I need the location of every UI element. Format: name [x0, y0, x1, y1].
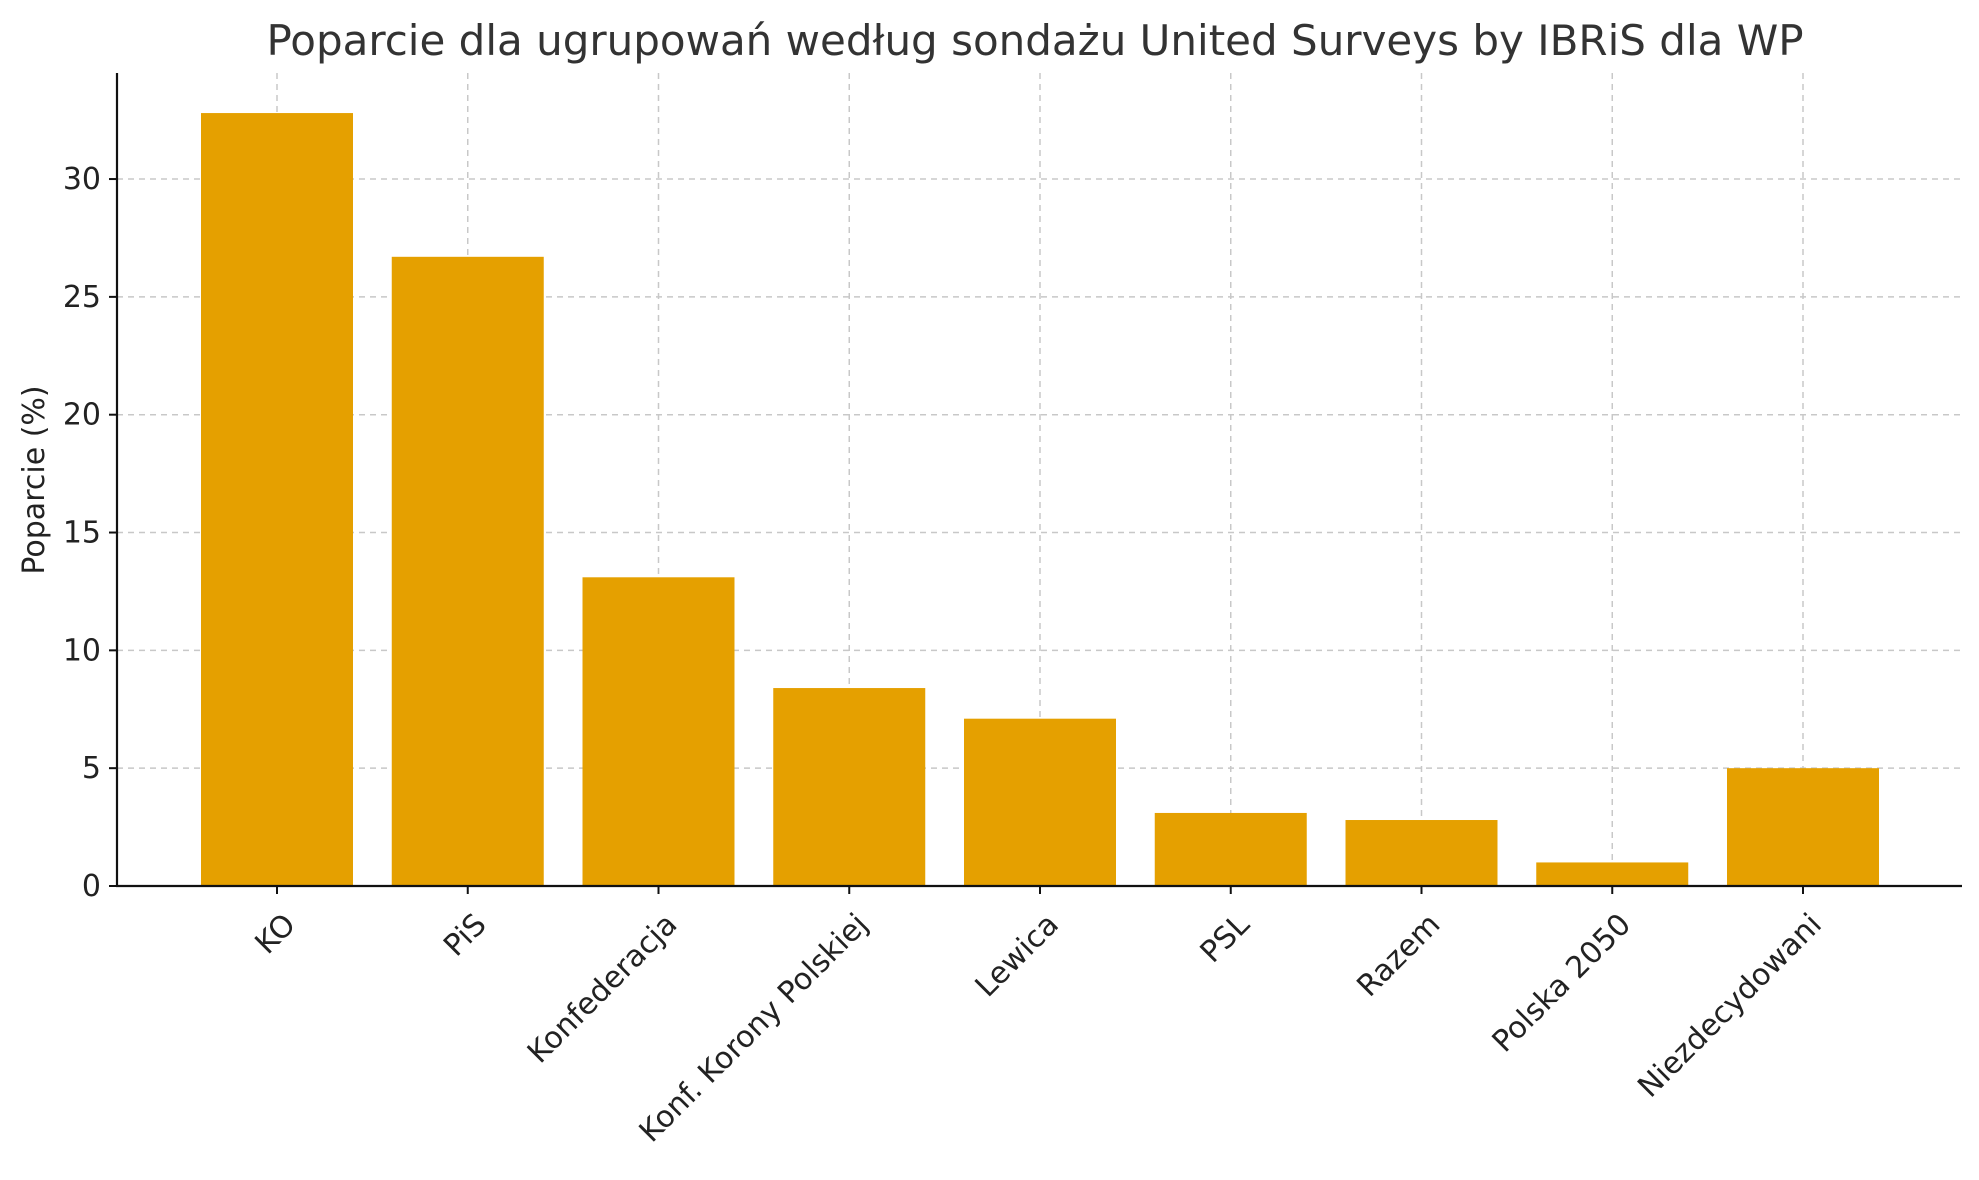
- bar-ko: [201, 113, 353, 887]
- bar-razem: [1345, 820, 1498, 886]
- bar-konfederacja: [582, 577, 735, 886]
- bar-pis: [391, 256, 544, 886]
- bar-niezdecydowani: [1727, 768, 1879, 886]
- x-tick-label: KO: [249, 907, 303, 961]
- y-tick-label: 15: [63, 516, 101, 551]
- y-tick-label: 5: [82, 751, 101, 786]
- x-tick-label: Razem: [1350, 907, 1447, 1004]
- bar-lewica: [964, 718, 1116, 886]
- x-tick-label: PSL: [1194, 907, 1257, 970]
- bars: [201, 113, 1879, 887]
- y-tick-label: 25: [63, 280, 101, 315]
- x-tick-label: Konfederacja: [521, 907, 684, 1070]
- bar-psl: [1154, 812, 1307, 886]
- y-axis-label: Poparcie (%): [17, 385, 52, 574]
- y-tick-label: 20: [63, 398, 101, 433]
- bar-konf-korony-polskiej: [773, 688, 926, 886]
- bar-polska-2050: [1536, 862, 1689, 886]
- y-ticks: 0 5 10 15 20 25 30: [63, 162, 117, 904]
- x-tick-label: PiS: [437, 907, 493, 963]
- chart-title: Poparcie dla ugrupowań według sondażu Un…: [266, 16, 1803, 65]
- y-tick-label: 10: [63, 633, 101, 668]
- y-tick-label: 0: [82, 869, 101, 904]
- y-tick-label: 30: [63, 162, 101, 197]
- x-tick-label: Niezdecydowani: [1631, 907, 1829, 1105]
- x-tick-label: Polska 2050: [1486, 907, 1638, 1059]
- x-tick-label: Lewica: [969, 907, 1066, 1004]
